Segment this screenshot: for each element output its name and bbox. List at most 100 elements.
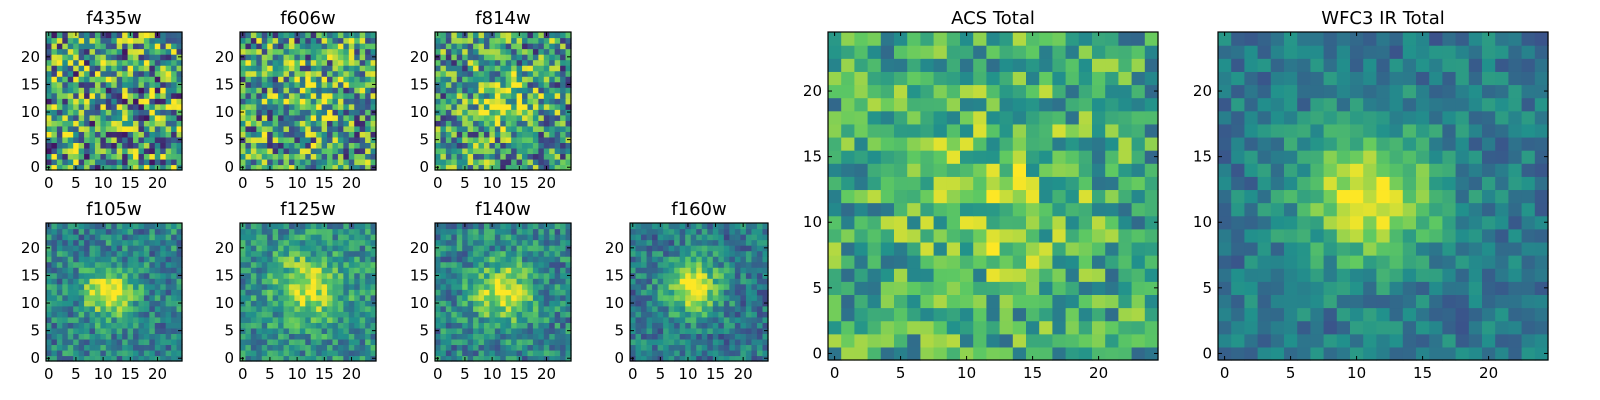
heatmap-cell bbox=[321, 344, 328, 351]
heatmap-cell bbox=[500, 37, 507, 44]
heatmap-cell bbox=[701, 311, 708, 318]
heatmap-cell bbox=[462, 327, 469, 334]
heatmap-cell bbox=[740, 234, 747, 241]
heatmap-cell bbox=[143, 344, 150, 351]
heatmap-cell bbox=[73, 316, 80, 323]
heatmap-cell bbox=[532, 283, 539, 290]
heatmap-cell bbox=[973, 202, 987, 217]
heatmap-cell bbox=[84, 256, 91, 263]
heatmap-cell bbox=[100, 65, 107, 72]
heatmap-cell bbox=[283, 158, 290, 166]
heatmap-cell bbox=[348, 98, 355, 105]
heatmap-cell bbox=[1065, 189, 1080, 204]
heatmap-cell bbox=[500, 349, 507, 357]
heatmap-cell bbox=[527, 92, 534, 99]
heatmap-cell bbox=[316, 239, 323, 246]
heatmap-cell bbox=[56, 338, 63, 346]
heatmap-cell bbox=[46, 283, 53, 290]
heatmap-cell bbox=[116, 355, 123, 362]
heatmap-cell bbox=[105, 234, 112, 241]
heatmap-cell bbox=[316, 245, 323, 252]
heatmap-cell bbox=[294, 305, 301, 312]
heatmap-cell bbox=[171, 114, 178, 121]
heatmap-cell bbox=[679, 289, 686, 296]
heatmap-cell bbox=[723, 322, 730, 329]
heatmap-cell bbox=[1052, 163, 1067, 177]
heatmap-cell bbox=[105, 65, 112, 72]
heatmap-cell bbox=[1144, 241, 1159, 256]
heatmap-cell bbox=[1144, 346, 1159, 361]
heatmap-cell bbox=[133, 322, 140, 329]
heatmap-cell bbox=[127, 278, 134, 285]
heatmap-cell bbox=[116, 305, 123, 312]
heatmap-cell bbox=[756, 234, 764, 241]
heatmap-cell bbox=[149, 65, 156, 72]
heatmap-cell bbox=[250, 223, 257, 230]
heatmap-cell bbox=[278, 65, 285, 72]
heatmap-cell bbox=[138, 349, 145, 357]
heatmap-cell bbox=[272, 32, 279, 39]
heatmap-cell bbox=[511, 136, 518, 143]
heatmap-cell bbox=[299, 278, 306, 285]
heatmap-cell bbox=[456, 109, 463, 116]
heatmap-cell bbox=[657, 300, 664, 307]
heatmap-cell bbox=[1026, 294, 1040, 309]
heatmap-cell bbox=[473, 261, 480, 268]
heatmap-cell bbox=[305, 103, 312, 110]
heatmap-cell bbox=[451, 327, 458, 334]
heatmap-cell bbox=[245, 245, 252, 252]
heatmap-cell bbox=[456, 294, 463, 301]
heatmap-cell bbox=[478, 87, 485, 94]
heatmap-cell bbox=[729, 278, 736, 285]
heatmap-cell bbox=[160, 267, 167, 274]
heatmap-cell bbox=[451, 70, 458, 77]
heatmap-cell bbox=[500, 245, 507, 252]
heatmap-cell bbox=[84, 114, 91, 121]
heatmap-cell bbox=[73, 344, 80, 351]
heatmap-cell bbox=[133, 54, 140, 61]
heatmap-cell bbox=[278, 234, 285, 241]
heatmap-cell bbox=[483, 272, 490, 279]
heatmap-cell bbox=[723, 228, 730, 235]
heatmap-cell bbox=[176, 98, 183, 105]
heatmap-cell bbox=[73, 261, 80, 268]
heatmap-cell bbox=[549, 158, 556, 166]
heatmap-cell bbox=[94, 109, 101, 116]
heatmap-cell bbox=[478, 289, 485, 296]
heatmap-cell bbox=[240, 76, 247, 83]
heatmap-cell bbox=[316, 59, 323, 66]
heatmap-cell bbox=[462, 59, 469, 66]
heatmap-cell bbox=[316, 76, 323, 83]
heatmap-cell bbox=[299, 54, 306, 61]
heatmap-cell bbox=[359, 261, 366, 268]
heatmap-cell bbox=[305, 267, 312, 274]
heatmap-cell bbox=[516, 289, 523, 296]
heatmap-cell bbox=[1065, 176, 1080, 191]
heatmap-cell bbox=[365, 311, 372, 318]
heatmap-cell bbox=[261, 322, 268, 329]
heatmap-cell bbox=[1144, 281, 1159, 295]
heatmap-cell bbox=[337, 70, 344, 77]
heatmap-cell bbox=[171, 305, 178, 312]
heatmap-cell bbox=[343, 349, 350, 357]
heatmap-cell bbox=[718, 333, 725, 340]
heatmap-cell bbox=[56, 250, 63, 257]
heatmap-cell bbox=[674, 267, 681, 274]
heatmap-cell bbox=[718, 261, 725, 268]
heatmap-cell bbox=[663, 245, 670, 252]
heatmap-cell bbox=[440, 37, 447, 44]
heatmap-cell bbox=[327, 87, 334, 94]
heatmap-cell bbox=[549, 153, 556, 160]
heatmap-cell bbox=[78, 131, 85, 138]
heatmap-cell bbox=[105, 103, 112, 110]
heatmap-cell bbox=[348, 261, 355, 268]
x-tick-label: 5 bbox=[460, 174, 470, 192]
heatmap-cell bbox=[267, 87, 274, 94]
heatmap-cell bbox=[370, 65, 377, 72]
heatmap-cell bbox=[494, 120, 501, 127]
heatmap-cell bbox=[701, 333, 708, 340]
heatmap-cell bbox=[462, 136, 469, 143]
heatmap-cell bbox=[111, 289, 118, 296]
heatmap-cell bbox=[250, 289, 257, 296]
heatmap-cell bbox=[127, 234, 134, 241]
